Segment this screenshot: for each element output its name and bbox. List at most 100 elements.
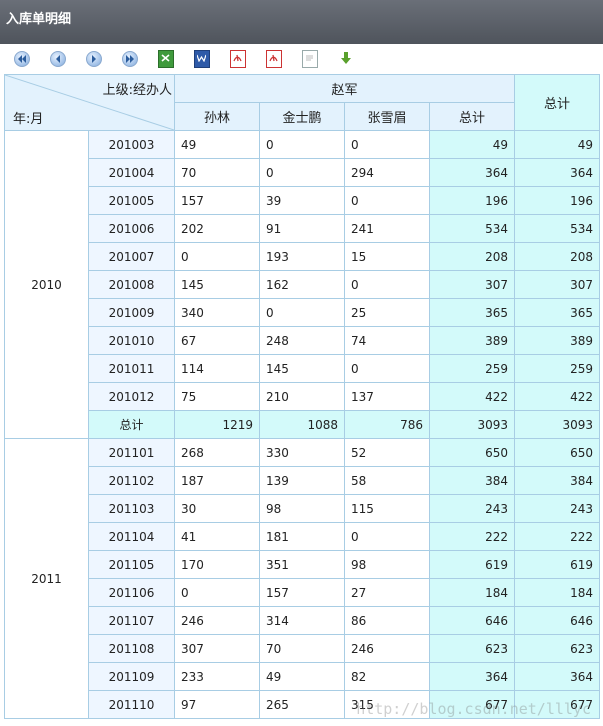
value-grand-total: 677 (514, 690, 600, 719)
value-jinshipeng: 210 (259, 382, 345, 411)
value-grand-total: 646 (514, 606, 600, 635)
month-cell: 201006 (87, 214, 176, 243)
month-cell: 201003 (87, 130, 176, 159)
value-grand-total: 49 (514, 130, 600, 159)
pdf-export-button[interactable] (220, 46, 256, 72)
total-subtotal: 3093 (429, 410, 515, 439)
table-row: 201010 67 248 74 389 389 (5, 326, 600, 355)
table-row: 201012 75 210 137 422 422 (5, 382, 600, 411)
month-cell: 201108 (87, 634, 176, 663)
report-table: 上级:经办人 年:月 赵军 总计 孙林 金士鹏 张雪眉 总计 2010 20100… (4, 74, 600, 719)
value-subtotal: 534 (429, 214, 515, 243)
value-subtotal: 307 (429, 270, 515, 299)
value-subtotal: 364 (429, 158, 515, 187)
excel-export-button[interactable] (148, 46, 184, 72)
first-page-button[interactable] (4, 46, 40, 72)
excel-export-icon (158, 50, 174, 68)
table-row: 201104 41 181 0 222 222 (5, 522, 600, 551)
prev-page-icon (50, 51, 66, 67)
month-cell: 201110 (87, 690, 176, 719)
value-subtotal: 259 (429, 354, 515, 383)
value-subtotal: 384 (429, 466, 515, 495)
value-subtotal: 677 (429, 690, 515, 719)
table-row: 201102 187 139 58 384 384 (5, 466, 600, 495)
value-zhangxuemei: 294 (344, 158, 430, 187)
value-jinshipeng: 91 (259, 214, 345, 243)
month-cell: 201104 (87, 522, 176, 551)
value-grand-total: 208 (514, 242, 600, 271)
report-title: 入库单明细 (6, 12, 72, 27)
total-sunlin: 1219 (174, 410, 260, 439)
value-sunlin: 114 (174, 354, 260, 383)
word-export-button[interactable] (184, 46, 220, 72)
value-zhangxuemei: 58 (344, 466, 430, 495)
value-subtotal: 422 (429, 382, 515, 411)
value-grand-total: 534 (514, 214, 600, 243)
next-page-icon (86, 51, 102, 67)
table-row: 201006 202 91 241 534 534 (5, 214, 600, 243)
year-cell: 2011 (4, 438, 89, 719)
value-grand-total: 243 (514, 494, 600, 523)
corner-header-cell: 上级:经办人 年:月 (4, 74, 175, 131)
month-cell: 201004 (87, 158, 176, 187)
table-row: 201106 0 157 27 184 184 (5, 578, 600, 607)
value-subtotal: 364 (429, 662, 515, 691)
text-export-button[interactable] (292, 46, 328, 72)
total-grand: 3093 (514, 410, 600, 439)
month-cell: 201106 (87, 578, 176, 607)
grand-total-header: 总计 (514, 74, 600, 131)
value-zhangxuemei: 0 (344, 522, 430, 551)
value-subtotal: 184 (429, 578, 515, 607)
value-subtotal: 389 (429, 326, 515, 355)
value-zhangxuemei: 0 (344, 130, 430, 159)
agent-header-sunlin: 孙林 (174, 102, 260, 131)
table-row: 201107 246 314 86 646 646 (5, 606, 600, 635)
table-row: 201109 233 49 82 364 364 (5, 662, 600, 691)
value-jinshipeng: 39 (259, 186, 345, 215)
month-cell: 201005 (87, 186, 176, 215)
value-sunlin: 157 (174, 186, 260, 215)
month-cell: 201012 (87, 382, 176, 411)
value-sunlin: 30 (174, 494, 260, 523)
value-sunlin: 0 (174, 578, 260, 607)
year-total-label: 总计 (87, 410, 176, 439)
agent-header-jinshipeng: 金士鹏 (259, 102, 345, 131)
value-sunlin: 202 (174, 214, 260, 243)
value-subtotal: 646 (429, 606, 515, 635)
download-button[interactable] (328, 46, 364, 72)
table-row: 201004 70 0 294 364 364 (5, 158, 600, 187)
value-jinshipeng: 145 (259, 354, 345, 383)
value-jinshipeng: 70 (259, 634, 345, 663)
value-jinshipeng: 193 (259, 242, 345, 271)
value-sunlin: 233 (174, 662, 260, 691)
next-page-button[interactable] (76, 46, 112, 72)
value-jinshipeng: 330 (259, 438, 345, 467)
value-jinshipeng: 98 (259, 494, 345, 523)
value-zhangxuemei: 82 (344, 662, 430, 691)
value-zhangxuemei: 15 (344, 242, 430, 271)
value-jinshipeng: 49 (259, 662, 345, 691)
value-sunlin: 187 (174, 466, 260, 495)
corner-diagonal-line (5, 75, 174, 130)
value-sunlin: 340 (174, 298, 260, 327)
last-page-icon (122, 51, 138, 67)
value-sunlin: 307 (174, 634, 260, 663)
value-zhangxuemei: 25 (344, 298, 430, 327)
value-grand-total: 422 (514, 382, 600, 411)
month-cell: 201101 (87, 438, 176, 467)
value-jinshipeng: 314 (259, 606, 345, 635)
value-grand-total: 196 (514, 186, 600, 215)
value-jinshipeng: 351 (259, 550, 345, 579)
report-title-bar: 入库单明细 (0, 0, 603, 44)
value-sunlin: 41 (174, 522, 260, 551)
value-zhangxuemei: 0 (344, 270, 430, 299)
value-grand-total: 650 (514, 438, 600, 467)
month-cell: 201007 (87, 242, 176, 271)
word-export-icon (194, 50, 210, 68)
value-grand-total: 384 (514, 466, 600, 495)
pdf-export-alt-button[interactable] (256, 46, 292, 72)
value-grand-total: 259 (514, 354, 600, 383)
last-page-button[interactable] (112, 46, 148, 72)
prev-page-button[interactable] (40, 46, 76, 72)
month-cell: 201008 (87, 270, 176, 299)
